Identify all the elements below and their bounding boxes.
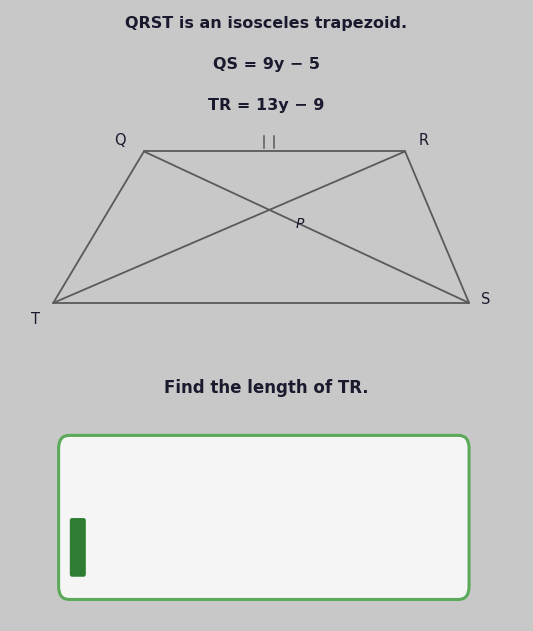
FancyBboxPatch shape [59, 435, 469, 599]
Text: Find the length of TR.: Find the length of TR. [164, 379, 369, 397]
Text: QRST is an isosceles trapezoid.: QRST is an isosceles trapezoid. [125, 16, 408, 31]
Text: Q: Q [114, 133, 125, 148]
Text: P: P [296, 217, 304, 231]
FancyBboxPatch shape [70, 518, 86, 577]
Text: R: R [418, 133, 429, 148]
Text: QS = 9y − 5: QS = 9y − 5 [213, 57, 320, 72]
Text: T: T [31, 312, 40, 327]
Text: S: S [481, 292, 490, 307]
Text: TR = 13y − 9: TR = 13y − 9 [208, 98, 325, 113]
